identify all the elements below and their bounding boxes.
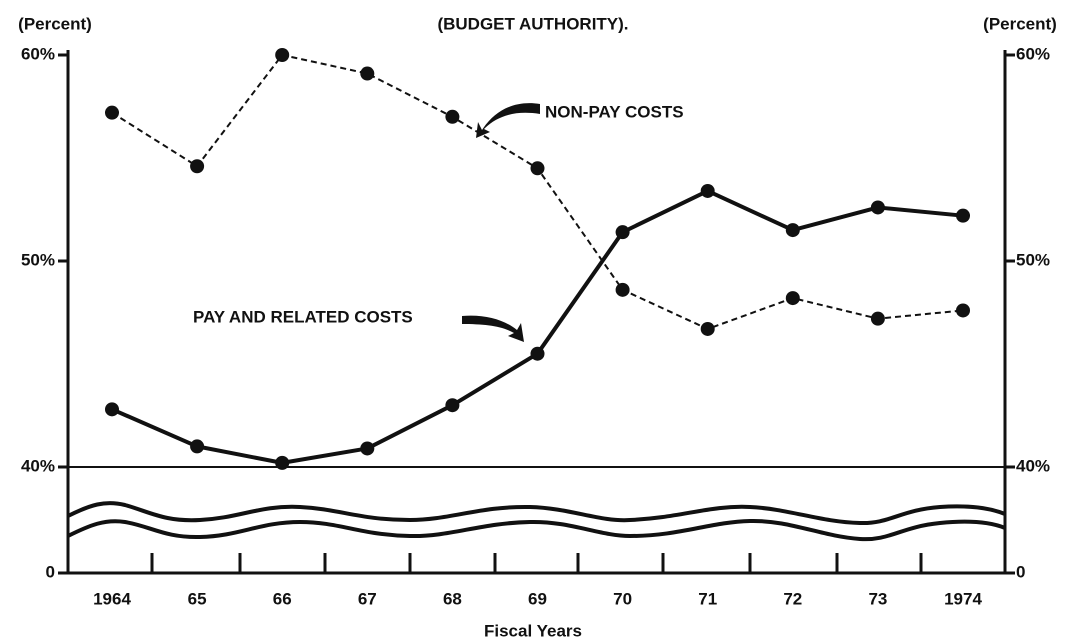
data-point (956, 208, 970, 223)
annotation-arrow (462, 315, 524, 342)
x-tick-label: 67 (358, 589, 377, 608)
data-point (105, 105, 119, 120)
x-tick-label: 69 (528, 589, 547, 608)
data-point (785, 223, 800, 238)
data-point (105, 402, 119, 417)
data-point (360, 66, 375, 81)
data-point (700, 321, 715, 336)
y-tick-label: 0 (46, 562, 55, 581)
series-annotation: NON-PAY COSTS (545, 102, 684, 121)
x-tick-label: 68 (443, 589, 462, 608)
x-tick-label: 72 (783, 589, 802, 608)
axis-frame (66, 50, 1007, 575)
series-line (111, 188, 964, 465)
x-tick-label: 1974 (944, 589, 982, 608)
data-point (445, 109, 460, 124)
data-point (360, 441, 375, 456)
x-tick-label: 65 (188, 589, 207, 608)
data-point (190, 159, 205, 174)
data-point (445, 398, 460, 413)
chart-title: (BUDGET AUTHORITY). (437, 14, 628, 33)
data-point (275, 455, 290, 470)
data-point (530, 161, 545, 176)
axis-break (67, 501, 1006, 526)
y-axis-label: (Percent) (18, 14, 92, 33)
data-point (190, 439, 205, 454)
x-tick-label: 71 (698, 589, 717, 608)
y-tick-label: 50% (21, 250, 55, 269)
series-line (111, 54, 964, 330)
y2-tick-label: 0 (1016, 562, 1025, 581)
x-tick-label: 73 (868, 589, 887, 608)
data-point (275, 48, 290, 62)
data-point (870, 311, 885, 326)
axis-break (67, 518, 1006, 542)
data-point (700, 183, 715, 198)
y2-tick-label: 60% (1016, 44, 1050, 63)
annotation-arrow (476, 103, 540, 138)
data-point (615, 282, 630, 297)
x-tick-label: 1964 (93, 589, 131, 608)
x-tick-label: 66 (273, 589, 292, 608)
data-point (530, 346, 545, 361)
data-point (870, 200, 885, 215)
minor-ticks (150, 553, 923, 573)
y-tick-label: 60% (21, 44, 55, 63)
y2-axis-label: (Percent) (983, 14, 1057, 33)
y2-tick-label: 40% (1016, 456, 1050, 475)
x-axis-label: Fiscal Years (484, 621, 582, 640)
data-point (956, 303, 970, 318)
x-tick-label: 70 (613, 589, 632, 608)
series-annotation: PAY AND RELATED COSTS (193, 307, 413, 326)
y-tick-label: 40% (21, 456, 55, 475)
data-point (785, 291, 800, 306)
y2-tick-label: 50% (1016, 250, 1050, 269)
data-point (615, 225, 630, 240)
